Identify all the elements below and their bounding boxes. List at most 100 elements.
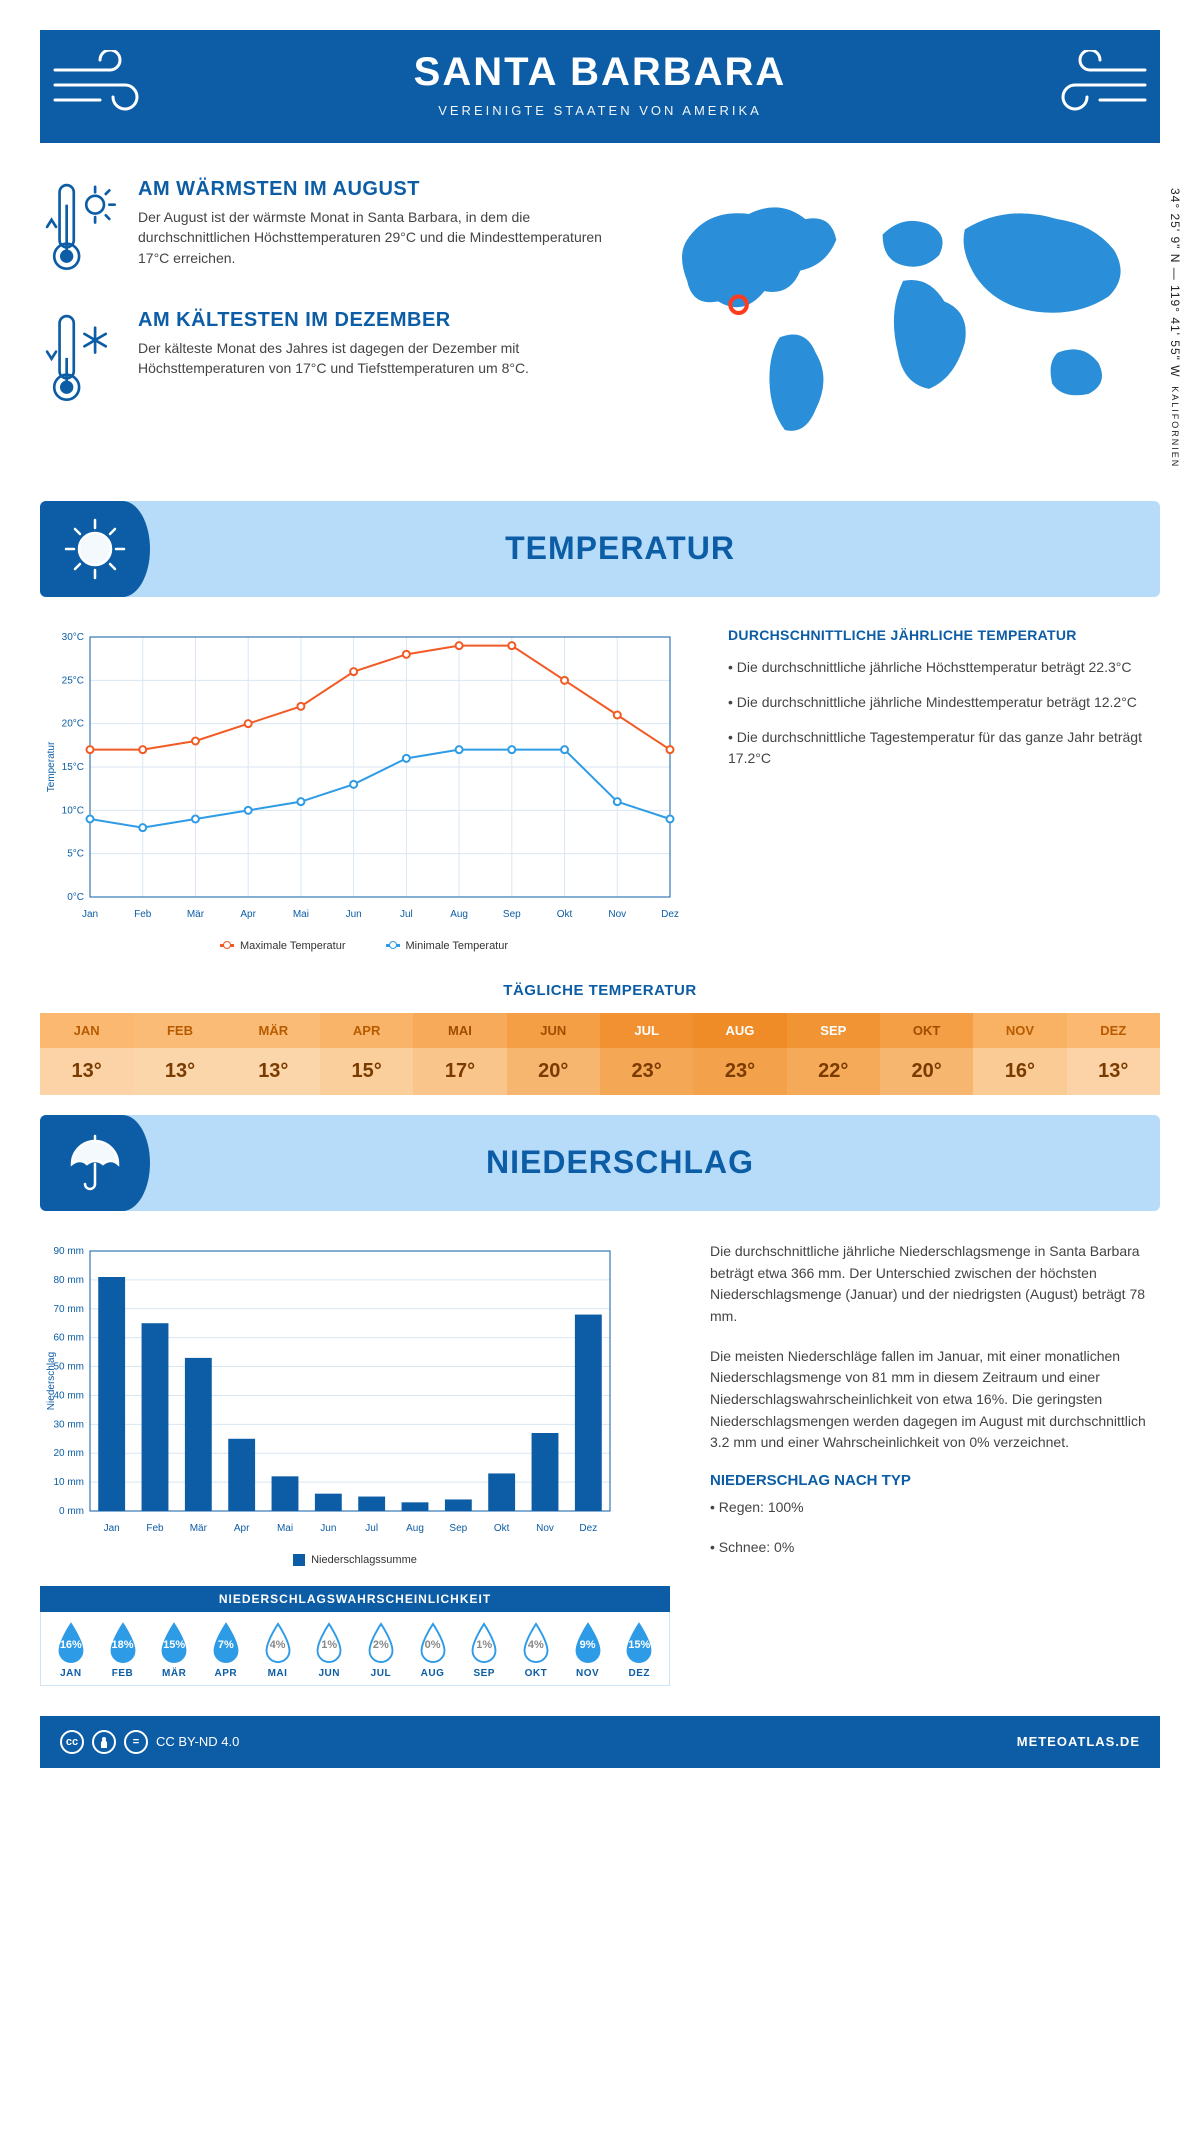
prob-col: 15%MÄR [148,1622,200,1679]
daily-temp-table: JAN13°FEB13°MÄR13°APR15°MAI17°JUN20°JUL2… [40,1013,1160,1095]
world-map: 34° 25' 9" N — 119° 41' 55" W KALIFORNIE… [646,178,1160,471]
daily-col: SEP22° [787,1013,880,1095]
svg-text:Jun: Jun [346,909,362,920]
prob-title: NIEDERSCHLAGSWAHRSCHEINLICHKEIT [40,1586,670,1612]
legend-max: Maximale Temperatur [220,940,346,952]
svg-text:50 mm: 50 mm [53,1362,84,1373]
svg-text:Nov: Nov [608,909,626,920]
daily-col: DEZ13° [1067,1013,1160,1095]
country-subtitle: VEREINIGTE STAATEN VON AMERIKA [40,103,1160,118]
daily-col: MAI17° [413,1013,506,1095]
thermometer-snow-icon [40,309,120,412]
svg-text:Jul: Jul [365,1523,378,1534]
svg-text:0 mm: 0 mm [59,1506,84,1517]
coldest-text: Der kälteste Monat des Jahres ist dagege… [138,338,606,379]
city-title: SANTA BARBARA [40,50,1160,95]
svg-text:Mai: Mai [293,909,309,920]
prob-col: 7%APR [200,1622,252,1679]
svg-text:10 mm: 10 mm [53,1477,84,1488]
daily-col: OKT20° [880,1013,973,1095]
svg-text:Jan: Jan [104,1523,120,1534]
svg-text:0°C: 0°C [67,892,84,903]
svg-text:Nov: Nov [536,1523,554,1534]
svg-text:Dez: Dez [661,909,679,920]
svg-text:Feb: Feb [146,1523,164,1534]
prob-col: 1%JUN [303,1622,355,1679]
svg-text:Aug: Aug [450,909,468,920]
prob-col: 15%DEZ [613,1622,665,1679]
svg-text:Okt: Okt [557,909,573,920]
prob-col: 2%JUL [355,1622,407,1679]
prob-col: 4%OKT [510,1622,562,1679]
svg-text:30 mm: 30 mm [53,1419,84,1430]
svg-text:5°C: 5°C [67,849,84,860]
warmest-fact: AM WÄRMSTEN IM AUGUST Der August ist der… [40,178,606,281]
prob-col: 4%MAI [252,1622,304,1679]
warmest-text: Der August ist der wärmste Monat in Sant… [138,207,606,268]
legend-min: Minimale Temperatur [386,940,509,952]
raindrop-icon: 16% [55,1622,87,1664]
daily-col: JUL23° [600,1013,693,1095]
svg-text:25°C: 25°C [62,675,84,686]
raindrop-icon: 0% [417,1622,449,1664]
nd-icon: = [124,1730,148,1754]
footer-brand: METEOATLAS.DE [1017,1734,1140,1749]
prob-col: 16%JAN [45,1622,97,1679]
daily-col: NOV16° [973,1013,1066,1095]
temperature-heading: TEMPERATUR [180,530,1160,567]
coordinates-label: 34° 25' 9" N — 119° 41' 55" W KALIFORNIE… [1168,188,1182,468]
svg-text:Mär: Mär [187,909,205,920]
svg-text:60 mm: 60 mm [53,1333,84,1344]
precip-type-title: NIEDERSCHLAG NACH TYP [710,1472,1160,1489]
header-banner: SANTA BARBARA VEREINIGTE STAATEN VON AME… [40,30,1160,143]
temp-summary-title: DURCHSCHNITTLICHE JÄHRLICHE TEMPERATUR [728,627,1160,643]
precip-summary: Die durchschnittliche jährliche Niedersc… [710,1241,1160,1686]
daily-col: MÄR13° [227,1013,320,1095]
svg-text:Okt: Okt [494,1523,510,1534]
raindrop-icon: 18% [107,1622,139,1664]
temperature-line-chart: 0°C5°C10°C15°C20°C25°C30°CJanFebMärAprMa… [40,627,688,952]
svg-text:Sep: Sep [449,1523,467,1534]
svg-text:90 mm: 90 mm [53,1246,84,1257]
svg-text:70 mm: 70 mm [53,1304,84,1315]
precip-bar-chart: 0 mm10 mm20 mm30 mm40 mm50 mm60 mm70 mm8… [40,1241,670,1566]
svg-text:Jan: Jan [82,909,98,920]
svg-text:40 mm: 40 mm [53,1390,84,1401]
daily-col: JAN13° [40,1013,133,1095]
precip-heading: NIEDERSCHLAG [180,1144,1160,1181]
precip-section-bar: NIEDERSCHLAG [40,1115,1160,1211]
umbrella-icon [40,1115,150,1211]
temperature-summary: DURCHSCHNITTLICHE JÄHRLICHE TEMPERATUR •… [728,627,1160,952]
daily-col: AUG23° [693,1013,786,1095]
svg-text:Mai: Mai [277,1523,293,1534]
prob-col: 0%AUG [407,1622,459,1679]
coldest-fact: AM KÄLTESTEN IM DEZEMBER Der kälteste Mo… [40,309,606,412]
svg-text:Aug: Aug [406,1523,424,1534]
raindrop-icon: 4% [262,1622,294,1664]
svg-text:Apr: Apr [234,1523,250,1534]
daily-col: APR15° [320,1013,413,1095]
daily-col: FEB13° [133,1013,226,1095]
svg-text:20°C: 20°C [62,719,84,730]
prob-col: 1%SEP [458,1622,510,1679]
raindrop-icon: 1% [468,1622,500,1664]
svg-text:15°C: 15°C [62,762,84,773]
svg-text:Jun: Jun [320,1523,336,1534]
raindrop-icon: 9% [572,1622,604,1664]
thermometer-sun-icon [40,178,120,281]
warmest-title: AM WÄRMSTEN IM AUGUST [138,178,606,201]
raindrop-icon: 2% [365,1622,397,1664]
svg-text:10°C: 10°C [62,805,84,816]
license-text: CC BY-ND 4.0 [156,1734,239,1749]
by-icon [92,1730,116,1754]
svg-text:30°C: 30°C [62,632,84,643]
raindrop-icon: 15% [158,1622,190,1664]
svg-text:Niederschlag: Niederschlag [46,1352,57,1410]
temperature-section-bar: TEMPERATUR [40,501,1160,597]
svg-text:80 mm: 80 mm [53,1275,84,1286]
sun-icon [40,501,150,597]
raindrop-icon: 4% [520,1622,552,1664]
coldest-title: AM KÄLTESTEN IM DEZEMBER [138,309,606,332]
svg-text:Jul: Jul [400,909,413,920]
prob-col: 18%FEB [97,1622,149,1679]
